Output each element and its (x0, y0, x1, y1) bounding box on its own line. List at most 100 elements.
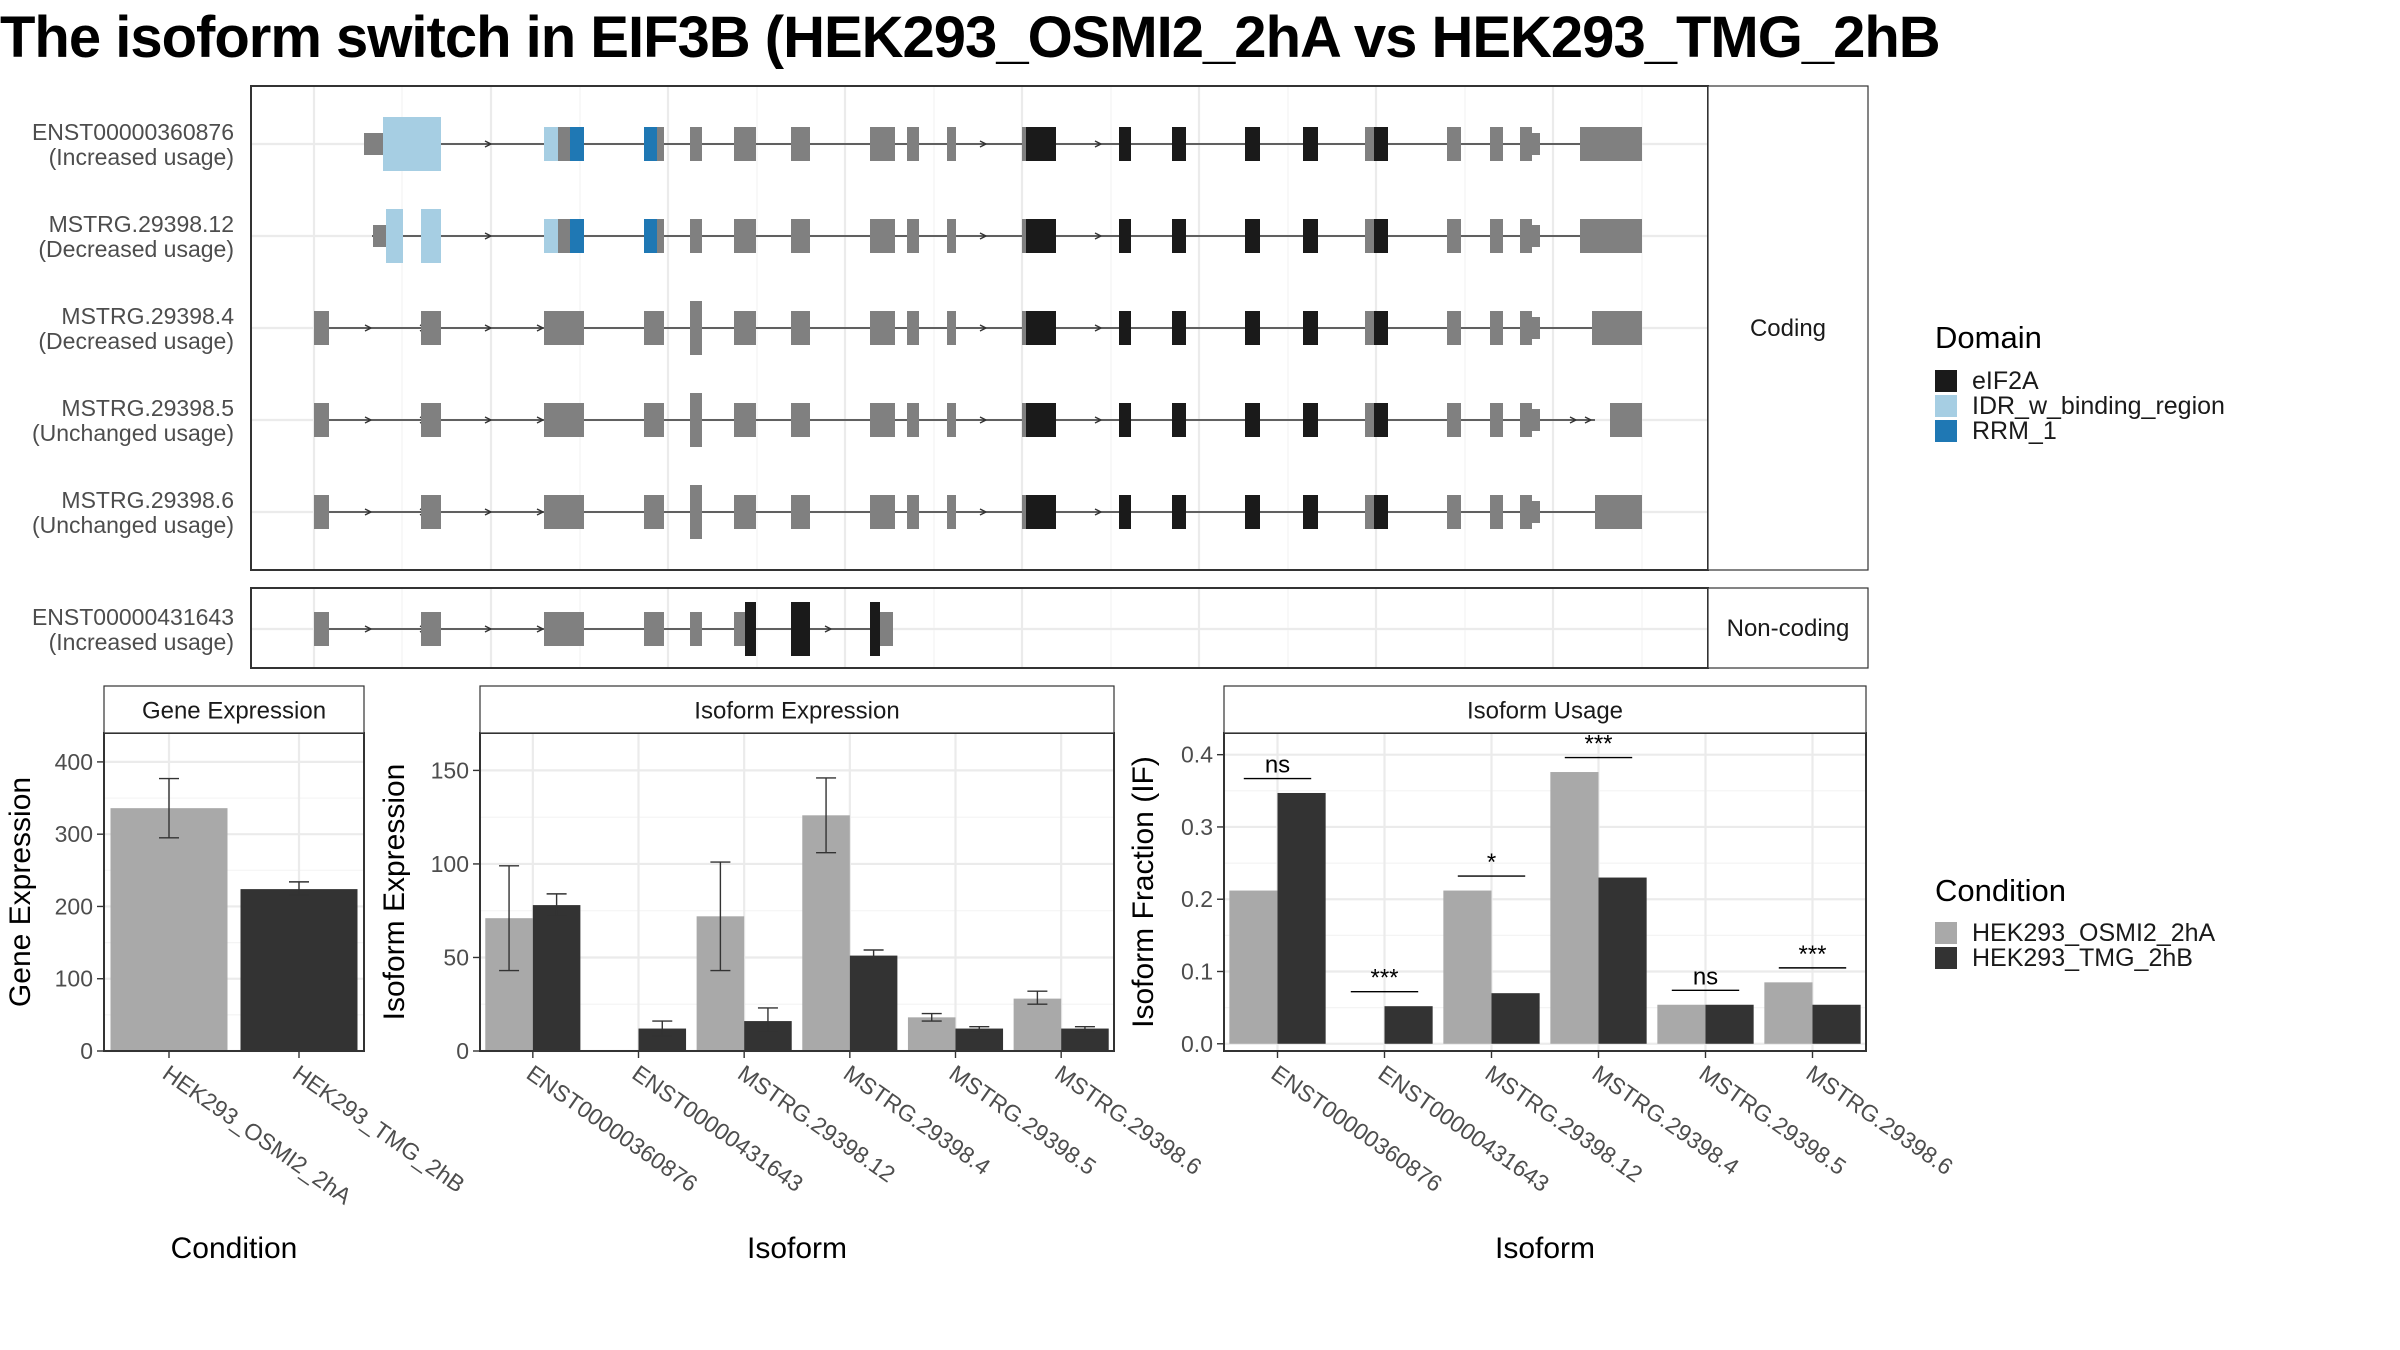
utr-exon (373, 225, 386, 247)
strand-arrow (1569, 416, 1578, 424)
bar-HEK293_TMG_2hB-HEK293_TMG_2hB (240, 889, 358, 1051)
strand-arrow (536, 416, 545, 424)
exon (734, 612, 745, 646)
bar-MSTRG.29398.4-HEK293_OSMI2_2hA (1550, 772, 1599, 1044)
x-axis-title: Isoform (747, 1232, 847, 1265)
exon (947, 311, 956, 345)
bar-MSTRG.29398.12-HEK293_TMG_2hB (1491, 993, 1540, 1044)
strand-arrow (824, 625, 833, 633)
legend-label-IDR_w_binding_region: IDR_w_binding_region (1972, 392, 2225, 420)
strand-arrow (484, 140, 493, 148)
legend-key-HEK293_OSMI2_2hA (1935, 922, 1957, 944)
exon (947, 495, 956, 529)
exon (947, 127, 956, 161)
bar-ENST00000431643-HEK293_TMG_2hB (638, 1028, 687, 1051)
bar-ENST00000360876-HEK293_OSMI2_2hA (1229, 890, 1278, 1044)
panel-bg (480, 733, 1114, 1051)
significance-label: ns (1265, 752, 1290, 779)
significance-label: ns (1693, 963, 1718, 990)
eIF2A-domain-block (1245, 311, 1260, 345)
eIF2A-domain-block (1245, 495, 1260, 529)
bar-MSTRG.29398.5-HEK293_OSMI2_2hA (1657, 1004, 1706, 1044)
legend-label-HEK293_OSMI2_2hA: HEK293_OSMI2_2hA (1972, 919, 2216, 947)
y-tick-label: 0.0 (1181, 1031, 1213, 1057)
exon (690, 495, 702, 529)
x-axis-title: Condition (171, 1232, 298, 1265)
exon (690, 127, 702, 161)
strand-arrow (484, 625, 493, 633)
exon (1520, 495, 1532, 529)
strand-arrow (536, 625, 545, 633)
exon (907, 219, 919, 253)
panel-strip (103, 685, 365, 734)
strand-arrow (1094, 140, 1103, 148)
y-tick-label: 300 (55, 821, 93, 847)
IDR-domain-block (383, 117, 441, 171)
exon (690, 311, 702, 345)
bar-MSTRG.29398.6-HEK293_OSMI2_2hA (1013, 998, 1062, 1051)
eIF2A-domain-block (1026, 127, 1042, 161)
exon (734, 127, 756, 161)
transcript-id-label: ENST00000360876 (32, 119, 234, 145)
strand-arrow (536, 324, 545, 332)
bar-MSTRG.29398.5-HEK293_TMG_2hB (955, 1028, 1004, 1051)
eIF2A-domain-block (745, 602, 756, 656)
strand-arrow (979, 232, 988, 240)
transcript-usage-label: (Unchanged usage) (32, 512, 234, 538)
exon (314, 311, 329, 345)
eIF2A-domain-block (1172, 495, 1186, 529)
exon (734, 495, 756, 529)
legend-key-RRM_1 (1935, 420, 1957, 442)
eIF2A-domain-block (1245, 219, 1260, 253)
utr-exon (1532, 317, 1540, 339)
strand-arrow (536, 508, 545, 516)
exon (791, 403, 810, 437)
exon (734, 219, 756, 253)
y-tick-label: 0.4 (1181, 742, 1213, 768)
exon (558, 219, 570, 253)
strand-arrow (1094, 416, 1103, 424)
panel-strip (479, 685, 1115, 734)
exon (907, 403, 919, 437)
legend-key-eIF2A (1935, 370, 1957, 392)
eIF2A-domain-block (1040, 495, 1056, 529)
eIF2A-domain-block (1040, 219, 1056, 253)
exon (1490, 495, 1503, 529)
transcript-id-label: MSTRG.29398.12 (49, 211, 234, 237)
strand-arrow (364, 324, 373, 332)
bar-ENST00000360876-HEK293_TMG_2hB (532, 905, 581, 1051)
bar-HEK293_OSMI2_2hA-HEK293_OSMI2_2hA (110, 808, 228, 1051)
RRM-domain-block (570, 219, 584, 253)
exon (644, 612, 664, 646)
y-tick-label: 0.2 (1181, 886, 1213, 912)
bar-MSTRG.29398.4-HEK293_OSMI2_2hA (802, 815, 850, 1051)
strand-arrow (364, 416, 373, 424)
strand-arrow (979, 140, 988, 148)
eIF2A-domain-block (1374, 219, 1388, 253)
exon (690, 612, 702, 646)
exon (690, 219, 702, 253)
exon (644, 403, 664, 437)
exon (791, 127, 810, 161)
RRM-domain-block (644, 127, 657, 161)
exon (1592, 311, 1642, 345)
eIF2A-domain-block (1040, 403, 1056, 437)
exon (644, 495, 664, 529)
exon (1365, 311, 1374, 345)
eIF2A-domain-block (1040, 311, 1056, 345)
utr-exon (364, 133, 385, 155)
eIF2A-domain-block (1119, 311, 1131, 345)
strand-arrow (979, 416, 988, 424)
exon (1490, 403, 1503, 437)
facet-label-noncoding: Non-coding (1727, 615, 1850, 642)
exon (1520, 311, 1532, 345)
facet-label-coding: Coding (1750, 315, 1826, 342)
exon (1595, 495, 1642, 529)
y-tick-label: 0 (80, 1038, 93, 1064)
exon (907, 311, 919, 345)
exon (880, 612, 893, 646)
exon (1580, 127, 1642, 161)
transcript-usage-label: (Increased usage) (49, 629, 234, 655)
eIF2A-domain-block (1119, 219, 1131, 253)
IDR-domain-block (544, 127, 558, 161)
